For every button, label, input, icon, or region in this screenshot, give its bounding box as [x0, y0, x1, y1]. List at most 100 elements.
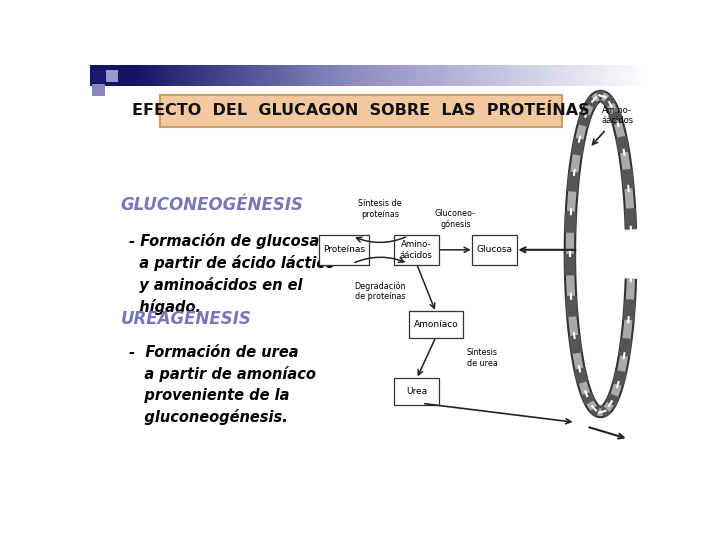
Bar [492, 65, 495, 86]
FancyBboxPatch shape [472, 235, 517, 265]
Bar [166, 65, 169, 86]
Bar [472, 65, 476, 86]
Bar [603, 65, 607, 86]
Bar [400, 65, 404, 86]
Bar [202, 65, 205, 86]
Bar [572, 65, 577, 86]
Bar [204, 65, 208, 86]
Text: Proteínas: Proteínas [323, 245, 365, 254]
Bar [327, 65, 331, 86]
Bar [258, 65, 261, 86]
Bar [238, 65, 242, 86]
Bar [199, 65, 203, 86]
Bar [478, 65, 482, 86]
Text: Gluconeo-
gónesis: Gluconeo- gónesis [435, 209, 476, 229]
Bar [402, 65, 406, 86]
Bar [157, 65, 161, 86]
Bar [338, 65, 342, 86]
Bar [168, 65, 172, 86]
Bar [528, 65, 532, 86]
Bar [109, 65, 114, 86]
Bar [221, 65, 225, 86]
Bar [213, 65, 217, 86]
Bar [302, 65, 306, 86]
Bar [280, 65, 284, 86]
Bar [545, 65, 549, 86]
Bar [282, 65, 287, 86]
Bar [96, 65, 99, 86]
Bar [374, 65, 379, 86]
Bar [534, 65, 538, 86]
Bar [581, 65, 585, 86]
Bar [617, 65, 621, 86]
Bar [559, 65, 562, 86]
Bar [556, 65, 560, 86]
Bar [464, 65, 468, 86]
Bar [260, 65, 264, 86]
Bar [461, 65, 465, 86]
Bar [151, 65, 156, 86]
Bar [505, 65, 510, 86]
Bar [620, 65, 624, 86]
Bar [392, 65, 395, 86]
Bar [255, 65, 258, 86]
Text: EFECTO  DEL  GLUCAGON  SOBRE  LAS  PROTEÍNAS: EFECTO DEL GLUCAGON SOBRE LAS PROTEÍNAS [132, 104, 590, 118]
Bar [176, 65, 181, 86]
Bar [413, 65, 418, 86]
Bar [349, 65, 354, 86]
Bar [243, 65, 248, 86]
Bar [277, 65, 281, 86]
Bar [511, 65, 516, 86]
Text: UREAGÉNESIS: UREAGÉNESIS [121, 310, 251, 328]
Bar [347, 65, 351, 86]
Bar [642, 65, 647, 86]
Bar [341, 65, 345, 86]
FancyBboxPatch shape [160, 94, 562, 127]
Bar [344, 65, 348, 86]
Bar [336, 65, 339, 86]
Bar [322, 65, 325, 86]
Bar [425, 65, 428, 86]
Bar [486, 65, 490, 86]
Bar [107, 65, 111, 86]
Bar [366, 65, 370, 86]
Bar [106, 70, 118, 82]
Bar [300, 65, 303, 86]
Bar [567, 65, 571, 86]
Bar [584, 65, 588, 86]
Bar [645, 65, 649, 86]
Bar [140, 65, 144, 86]
Bar [271, 65, 275, 86]
Bar [99, 65, 102, 86]
Bar [313, 65, 317, 86]
Bar [269, 65, 272, 86]
Bar [459, 65, 462, 86]
Bar [193, 65, 197, 86]
Bar [380, 65, 384, 86]
Bar [436, 65, 440, 86]
Bar [104, 65, 108, 86]
Bar [227, 65, 230, 86]
Bar [411, 65, 415, 86]
Bar [352, 65, 356, 86]
Bar [138, 65, 141, 86]
Bar [101, 65, 105, 86]
Bar [615, 65, 618, 86]
Text: Glucosa: Glucosa [477, 245, 513, 254]
Bar [606, 65, 610, 86]
Text: Urea: Urea [406, 387, 427, 396]
Bar [564, 65, 568, 86]
Text: Amoníaco: Amoníaco [413, 320, 459, 329]
Bar [185, 65, 189, 86]
Bar [626, 65, 629, 86]
Bar [143, 65, 147, 86]
Bar [118, 65, 122, 86]
Bar [405, 65, 409, 86]
Bar [595, 65, 599, 86]
Bar [324, 65, 328, 86]
Bar [483, 65, 487, 86]
Bar [377, 65, 382, 86]
Bar [121, 65, 125, 86]
Bar [171, 65, 175, 86]
Bar [174, 65, 178, 86]
